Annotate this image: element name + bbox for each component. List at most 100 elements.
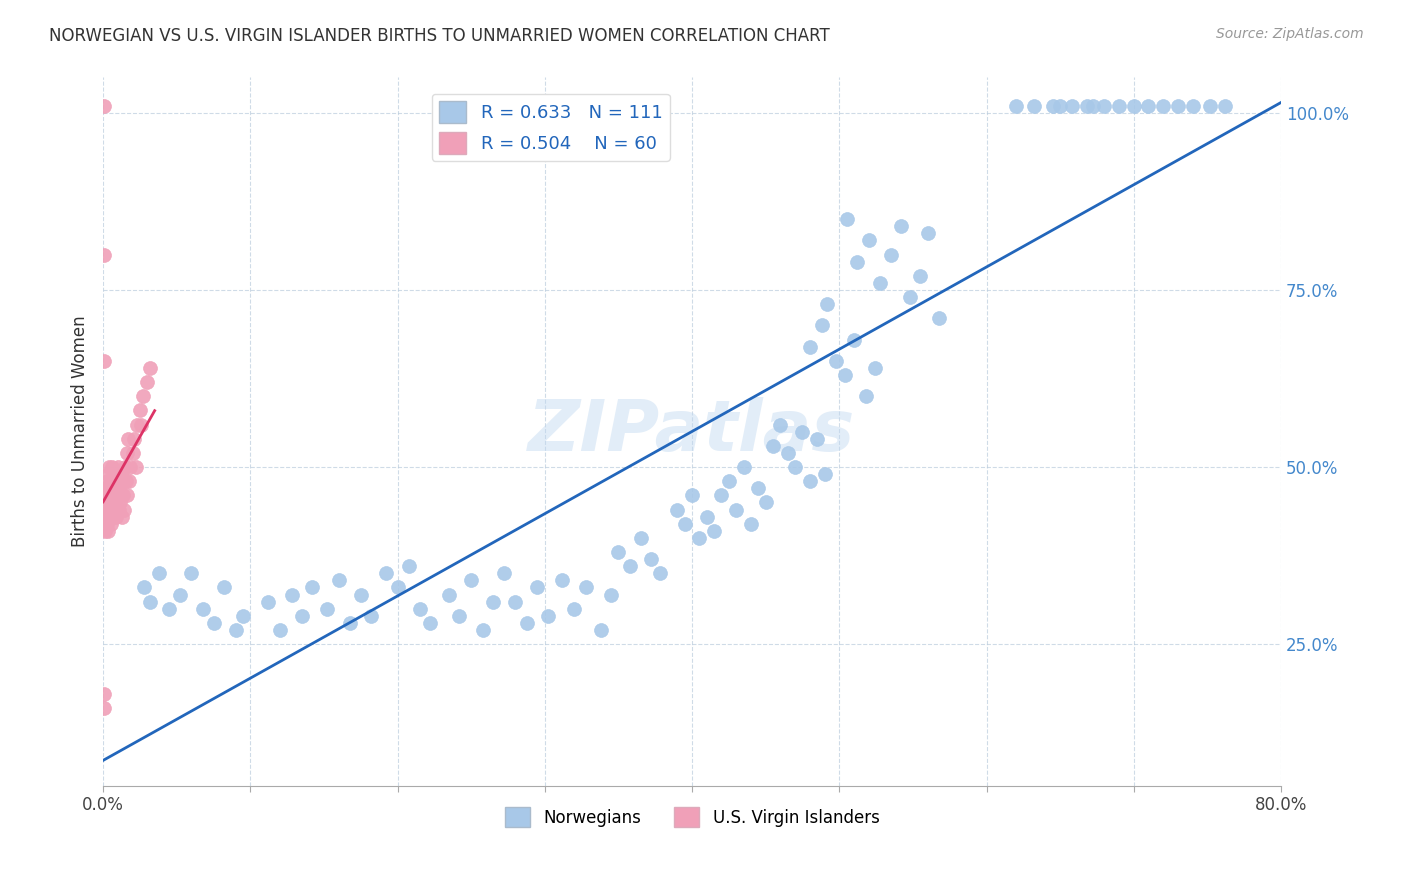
Point — [301, 581, 323, 595]
Point — [776, 446, 799, 460]
Point — [855, 389, 877, 403]
Point — [350, 588, 373, 602]
Point — [107, 460, 129, 475]
Point — [139, 360, 162, 375]
Point — [148, 566, 170, 581]
Point — [157, 601, 180, 615]
Point — [799, 340, 821, 354]
Point — [449, 608, 471, 623]
Point — [863, 360, 886, 375]
Point — [104, 495, 127, 509]
Point — [842, 333, 865, 347]
Point — [94, 481, 117, 495]
Point — [101, 502, 124, 516]
Point — [117, 488, 139, 502]
Point — [98, 502, 121, 516]
Point — [740, 516, 762, 531]
Point — [858, 233, 880, 247]
Point — [374, 566, 396, 581]
Point — [755, 495, 778, 509]
Point — [1181, 99, 1204, 113]
Point — [112, 502, 135, 516]
Point — [785, 460, 807, 475]
Point — [139, 594, 162, 608]
Point — [810, 318, 832, 333]
Point — [813, 467, 835, 482]
Point — [115, 446, 138, 460]
Point — [845, 254, 868, 268]
Point — [703, 524, 725, 538]
Point — [212, 581, 235, 595]
Point — [118, 460, 141, 475]
Point — [93, 353, 115, 368]
Point — [280, 588, 302, 602]
Point — [115, 474, 138, 488]
Point — [917, 227, 939, 241]
Point — [792, 425, 814, 439]
Point — [108, 495, 131, 509]
Point — [589, 623, 612, 637]
Point — [1005, 99, 1028, 113]
Point — [1060, 99, 1083, 113]
Point — [202, 615, 225, 630]
Point — [673, 516, 696, 531]
Point — [1081, 99, 1104, 113]
Point — [460, 574, 482, 588]
Point — [316, 601, 339, 615]
Point — [1076, 99, 1098, 113]
Point — [890, 219, 912, 234]
Point — [94, 481, 117, 495]
Point — [96, 474, 118, 488]
Point — [269, 623, 291, 637]
Point — [103, 467, 125, 482]
Point — [387, 581, 409, 595]
Point — [505, 594, 527, 608]
Point — [799, 474, 821, 488]
Point — [398, 559, 420, 574]
Point — [132, 389, 155, 403]
Point — [551, 574, 574, 588]
Point — [94, 524, 117, 538]
Point — [105, 474, 128, 488]
Point — [107, 502, 129, 516]
Point — [600, 588, 623, 602]
Point — [193, 601, 215, 615]
Point — [94, 495, 117, 509]
Point — [180, 566, 202, 581]
Point — [607, 545, 630, 559]
Point — [97, 460, 120, 475]
Point — [526, 581, 548, 595]
Point — [472, 623, 495, 637]
Point — [136, 375, 159, 389]
Point — [93, 701, 115, 715]
Point — [111, 474, 134, 488]
Point — [762, 439, 785, 453]
Point — [1213, 99, 1236, 113]
Point — [124, 460, 146, 475]
Point — [100, 516, 122, 531]
Point — [100, 495, 122, 509]
Point — [103, 481, 125, 495]
Point — [98, 488, 121, 502]
Point — [562, 601, 585, 615]
Point — [328, 574, 350, 588]
Point — [1108, 99, 1130, 113]
Point — [122, 432, 145, 446]
Point — [648, 566, 671, 581]
Point — [817, 297, 839, 311]
Point — [880, 247, 903, 261]
Point — [419, 615, 441, 630]
Point — [688, 531, 710, 545]
Point — [806, 432, 828, 446]
Point — [681, 488, 703, 502]
Point — [537, 608, 560, 623]
Point — [834, 368, 856, 382]
Point — [1042, 99, 1064, 113]
Point — [134, 581, 156, 595]
Point — [339, 615, 361, 630]
Point — [169, 588, 191, 602]
Point — [928, 311, 950, 326]
Point — [125, 417, 148, 432]
Point — [516, 615, 538, 630]
Point — [640, 552, 662, 566]
